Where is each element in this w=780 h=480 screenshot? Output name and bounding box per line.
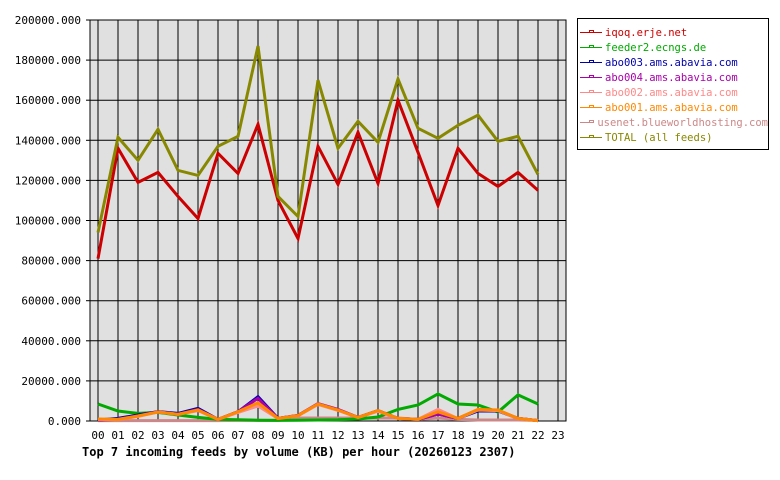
legend-swatch-icon xyxy=(580,118,595,127)
x-tick-label: 04 xyxy=(171,429,185,442)
x-tick-label: 21 xyxy=(511,429,524,442)
x-tick-label: 17 xyxy=(431,429,444,442)
y-tick-label: 20000.000 xyxy=(21,375,81,388)
x-tick-label: 12 xyxy=(331,429,344,442)
legend-label: usenet.blueworldhosting.com xyxy=(597,116,768,129)
data-series xyxy=(96,45,540,423)
series-line xyxy=(96,95,540,259)
x-tick-label: 09 xyxy=(271,429,284,442)
legend-swatch-icon xyxy=(580,28,602,37)
legend-item: abo001.ams.abavia.com xyxy=(580,100,768,115)
x-tick-label: 15 xyxy=(391,429,404,442)
legend-label: iqoq.erje.net xyxy=(605,26,688,39)
x-tick-label: 07 xyxy=(231,429,244,442)
legend-item: feeder2.ecngs.de xyxy=(580,40,768,55)
y-tick-label: 140000.000 xyxy=(15,134,81,147)
x-axis-ticks: 00 01 02 03 04 05 06 07 08 09 10 11 12 13 14 15 16 17 18 19… xyxy=(91,429,564,442)
y-tick-label: 160000.000 xyxy=(15,94,81,107)
x-tick-label: 23 xyxy=(551,429,564,442)
series-line xyxy=(97,401,539,423)
gridlines xyxy=(90,19,566,422)
x-tick-label: 14 xyxy=(371,429,385,442)
x-tick-label: 10 xyxy=(291,429,304,442)
y-tick-label: 200000.000 xyxy=(15,14,81,27)
legend-label: abo003.ams.abavia.com xyxy=(605,56,738,69)
y-tick-label: 0.000 xyxy=(48,415,81,428)
series-line xyxy=(96,45,540,233)
x-tick-label: 18 xyxy=(451,429,464,442)
y-tick-label: 80000.000 xyxy=(21,255,81,268)
legend-label: abo001.ams.abavia.com xyxy=(605,101,738,114)
legend-swatch-icon xyxy=(580,73,602,82)
legend-swatch-icon xyxy=(580,133,602,142)
x-tick-label: 06 xyxy=(211,429,224,442)
x-tick-label: 22 xyxy=(531,429,544,442)
y-tick-label: 40000.000 xyxy=(21,335,81,348)
legend-label: feeder2.ecngs.de xyxy=(605,41,707,54)
legend-swatch-icon xyxy=(580,88,602,97)
y-tick-label: 60000.000 xyxy=(21,295,81,308)
x-tick-label: 16 xyxy=(411,429,424,442)
legend-label: abo004.ams.abavia.com xyxy=(605,71,738,84)
y-tick-label: 120000.000 xyxy=(15,174,81,187)
x-tick-label: 05 xyxy=(191,429,204,442)
chart-caption: Top 7 incoming feeds by volume (KB) per … xyxy=(82,445,516,459)
x-tick-label: 20 xyxy=(491,429,504,442)
legend-label: TOTAL (all feeds) xyxy=(605,131,713,144)
legend-item: iqoq.erje.net xyxy=(580,25,768,40)
x-tick-label: 19 xyxy=(471,429,484,442)
y-tick-label: 180000.000 xyxy=(15,54,81,67)
legend-swatch-icon xyxy=(580,103,602,112)
legend-swatch-icon xyxy=(580,43,602,52)
x-tick-label: 02 xyxy=(131,429,144,442)
legend-item: abo003.ams.abavia.com xyxy=(580,55,768,70)
x-tick-label: 08 xyxy=(251,429,264,442)
legend: iqoq.erje.net feeder2.ecngs.de abo003.ams.… xyxy=(577,18,769,150)
y-tick-label: 100000.000 xyxy=(15,215,81,228)
legend-item: TOTAL (all feeds) xyxy=(580,130,768,145)
legend-item: abo002.ams.abavia.com xyxy=(580,85,768,100)
y-axis-ticks: 0.000 20000.000 40000.000 60000.000 80000.00… xyxy=(15,14,90,428)
x-tick-label: 01 xyxy=(111,429,124,442)
legend-label: abo002.ams.abavia.com xyxy=(605,86,738,99)
x-tick-label: 13 xyxy=(351,429,364,442)
legend-item: usenet.blueworldhosting.com xyxy=(580,115,768,130)
x-tick-label: 03 xyxy=(151,429,164,442)
x-tick-label: 00 xyxy=(91,429,104,442)
series-line xyxy=(98,416,539,423)
legend-item: abo004.ams.abavia.com xyxy=(580,70,768,85)
x-tick-label: 11 xyxy=(311,429,324,442)
legend-swatch-icon xyxy=(580,58,602,67)
